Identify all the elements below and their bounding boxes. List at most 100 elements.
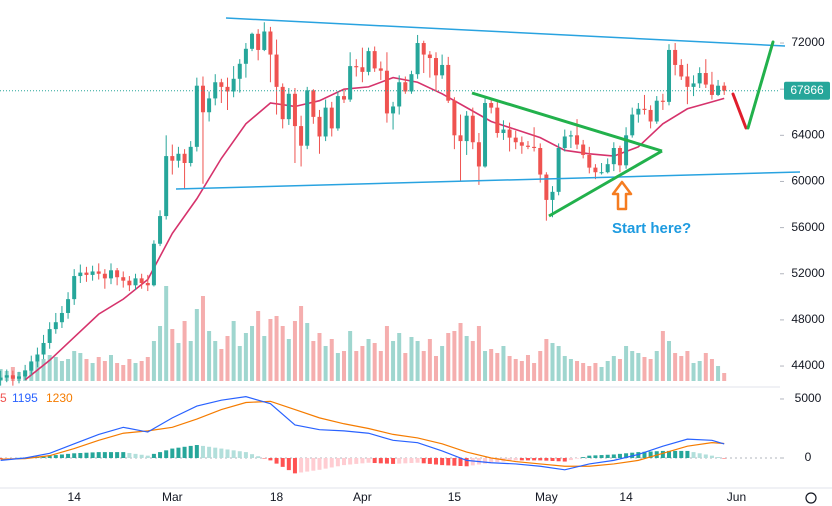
volume-bar <box>354 351 359 381</box>
candle-body <box>446 64 451 101</box>
signal-line <box>0 400 725 467</box>
annotation: Start here? <box>612 220 691 237</box>
signal-legend: 1230 <box>46 391 73 405</box>
x-tick-label: 14 <box>68 490 82 504</box>
candle-body <box>476 142 481 167</box>
candle-body <box>440 64 445 76</box>
macd-histogram-bar <box>219 448 224 459</box>
orange-arrow <box>611 180 633 211</box>
candle-body <box>268 31 273 55</box>
macd-histogram-bar <box>421 458 426 464</box>
settings-icon[interactable] <box>805 492 817 504</box>
candle-body <box>133 278 138 286</box>
macd-histogram-bar <box>317 458 322 470</box>
candle-body <box>237 63 242 79</box>
macd-histogram-bar <box>231 450 236 459</box>
candle-body <box>562 136 567 149</box>
candle-body <box>4 375 9 378</box>
candle-body <box>335 96 340 129</box>
candle-body <box>286 93 291 120</box>
candle-body <box>648 109 653 122</box>
candle-body <box>121 277 126 281</box>
candle-body <box>433 58 438 76</box>
macd-histogram-bar <box>133 453 138 459</box>
candle-body <box>366 51 371 72</box>
volume-bar <box>550 343 555 381</box>
macd-histogram-bar <box>335 458 340 467</box>
macd-histogram-bar <box>464 458 469 467</box>
macd-histogram-bar <box>562 458 567 462</box>
volume-bar <box>256 311 261 381</box>
volume-bar <box>513 359 518 381</box>
candle-body <box>709 84 714 95</box>
macd-histogram-bar <box>519 458 524 461</box>
volume-bar <box>151 341 156 381</box>
volume-bar <box>685 351 690 381</box>
volume-bar <box>286 339 291 381</box>
candle-body <box>354 66 359 68</box>
volume-bar <box>697 361 702 381</box>
macd-histogram-bar <box>372 458 377 464</box>
macd-histogram-bar <box>409 458 414 464</box>
candle-body <box>660 100 665 102</box>
drawings: Start here? <box>175 17 801 237</box>
candle-body <box>53 322 58 330</box>
candle-body <box>519 142 524 146</box>
volume-bar <box>133 363 138 381</box>
volume-bar <box>458 323 463 381</box>
candle-body <box>41 342 46 355</box>
macd-histogram-bar <box>84 452 89 459</box>
candle-body <box>722 85 727 91</box>
macd-histogram-bar <box>139 454 144 459</box>
last-price-label: 67866 <box>790 83 824 97</box>
macd-histogram-bar <box>378 458 383 464</box>
macd-histogram-bar <box>256 456 261 459</box>
candle-body <box>427 54 432 59</box>
volume-bar <box>47 355 52 381</box>
candle-body <box>605 164 610 173</box>
macd-histogram-bar <box>164 450 169 459</box>
candle-body <box>513 137 518 143</box>
macd-histogram-bar <box>703 454 708 459</box>
macd-histogram-bar <box>624 453 629 459</box>
macd-histogram-bar <box>90 452 95 459</box>
volume-bar <box>691 363 696 381</box>
volume-bar <box>164 286 169 381</box>
volume-bar <box>476 326 481 381</box>
macd-histogram-bar <box>642 451 647 459</box>
macd-histogram-bar <box>268 458 273 461</box>
candle-body <box>716 85 721 95</box>
volume-bar <box>470 341 475 381</box>
candle-body <box>409 74 414 92</box>
macd-histogram-bar <box>556 458 561 462</box>
x-tick-label: May <box>535 490 558 504</box>
candle-body <box>575 135 580 145</box>
macd-histogram-bar <box>697 453 702 459</box>
macd-histogram-bar <box>299 458 304 473</box>
down-move <box>731 92 748 130</box>
macd-histogram-bar <box>593 455 598 459</box>
volume-bar <box>219 349 224 381</box>
macd-histogram-bar <box>237 451 242 459</box>
volume-bar <box>250 326 255 381</box>
volume-bar <box>317 333 322 381</box>
y-tick-label: 72000 <box>791 35 825 49</box>
macd-histogram-bar <box>53 455 58 459</box>
macd-histogram-bar <box>176 447 181 459</box>
volume-bar <box>538 351 543 381</box>
volume-bar <box>446 333 451 381</box>
volume-bar <box>348 331 353 381</box>
candle-body <box>102 273 107 279</box>
candle-body <box>35 354 40 362</box>
macd-histogram-bar <box>127 452 132 459</box>
volume-bar <box>440 346 445 381</box>
macd-histogram-bar <box>495 458 500 463</box>
volume-bar <box>679 356 684 381</box>
candle-body <box>10 375 15 379</box>
macd-histogram-bar <box>243 452 248 459</box>
last-price-box <box>784 81 830 100</box>
volume-bar <box>53 357 58 381</box>
settings-gear[interactable] <box>805 492 817 504</box>
volume-bar <box>630 351 635 381</box>
candle-body <box>599 172 604 174</box>
